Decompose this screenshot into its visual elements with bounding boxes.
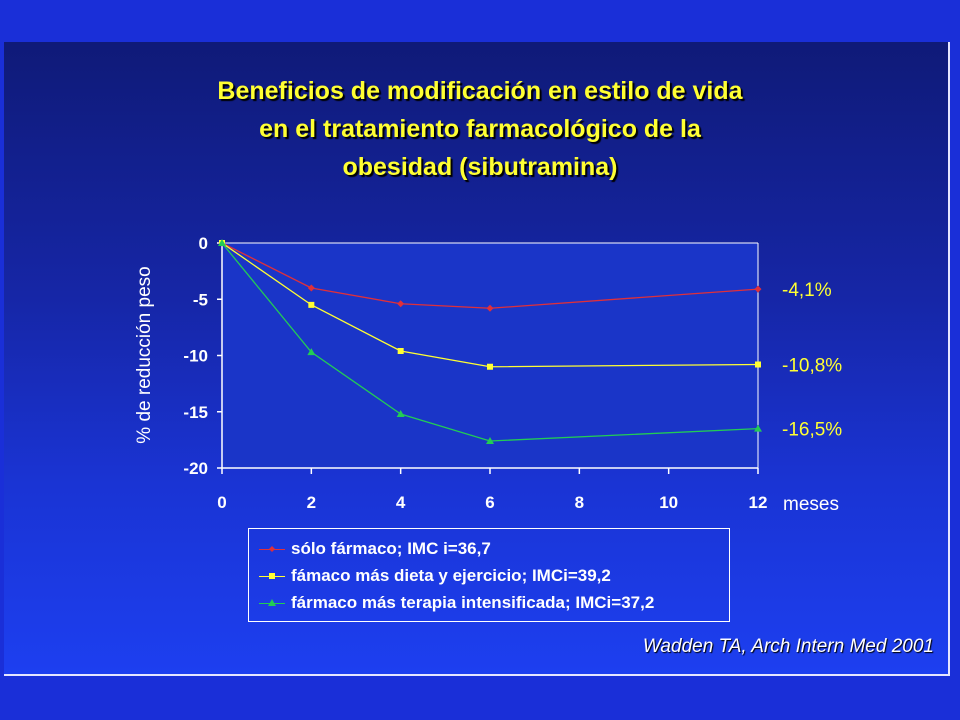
end-value-label: -4,1% (782, 280, 832, 301)
y-axis-label: % de reducción peso (134, 266, 155, 443)
legend-marker (257, 539, 287, 559)
legend-marker (257, 593, 287, 613)
y-tick-label: -20 (183, 459, 208, 478)
x-tick-label: 10 (659, 493, 678, 512)
data-point (487, 363, 493, 370)
plot-area (222, 243, 758, 468)
y-tick-label: 0 (199, 234, 208, 253)
legend-label: fámaco más dieta y ejercicio; IMCi=39,2 (291, 566, 611, 585)
data-point (754, 285, 762, 293)
legend-label: sólo fármaco; IMC i=36,7 (291, 539, 491, 558)
legend-marker (257, 566, 287, 586)
data-point (218, 239, 226, 246)
y-tick-label: -10 (183, 347, 208, 366)
data-point (486, 304, 494, 312)
y-tick-label: -5 (193, 290, 208, 309)
citation: Wadden TA, Arch Intern Med 2001 (642, 636, 934, 657)
data-point (308, 301, 315, 308)
data-point (486, 437, 494, 444)
title-line-1: Beneficios de modificación en estilo de … (217, 77, 743, 105)
x-tick-label: 4 (396, 493, 406, 512)
chart-legend: sólo fármaco; IMC i=36,7 fámaco más diet… (248, 528, 730, 622)
slide-title: Beneficios de modificación en estilo de … (0, 72, 960, 186)
legend-item: fármaco más terapia intensificada; IMCi=… (257, 591, 654, 615)
data-point (755, 361, 761, 368)
x-axis-label: meses (783, 494, 839, 515)
data-point (397, 348, 404, 354)
title-line-2: en el tratamiento farmacológico de la (259, 115, 701, 143)
series-layer (218, 239, 762, 444)
x-tick-label: 8 (575, 493, 584, 512)
y-tick-label: -15 (183, 403, 208, 422)
data-point (307, 348, 316, 356)
axes: 0 -5 -10 -15 -20 0 2 4 6 8 10 12 (183, 234, 767, 512)
end-value-label: -10,8% (782, 356, 842, 377)
legend-item: fámaco más dieta y ejercicio; IMCi=39,2 (257, 564, 611, 588)
data-point (307, 284, 315, 292)
data-point (396, 410, 405, 417)
data-point (754, 424, 762, 432)
x-tick-label: 6 (485, 493, 494, 512)
legend-item: sólo fármaco; IMC i=36,7 (257, 537, 491, 561)
x-tick-label: 0 (217, 493, 226, 512)
legend-label: fármaco más terapia intensificada; IMCi=… (291, 593, 655, 612)
title-line-3: obesidad (sibutramina) (342, 153, 618, 181)
x-tick-label: 12 (749, 493, 768, 512)
end-value-label: -16,5% (782, 420, 842, 441)
labels-layer: -4,1% -10,8% -16,5% (782, 280, 842, 441)
data-point (397, 300, 405, 308)
x-tick-label: 2 (307, 493, 316, 512)
